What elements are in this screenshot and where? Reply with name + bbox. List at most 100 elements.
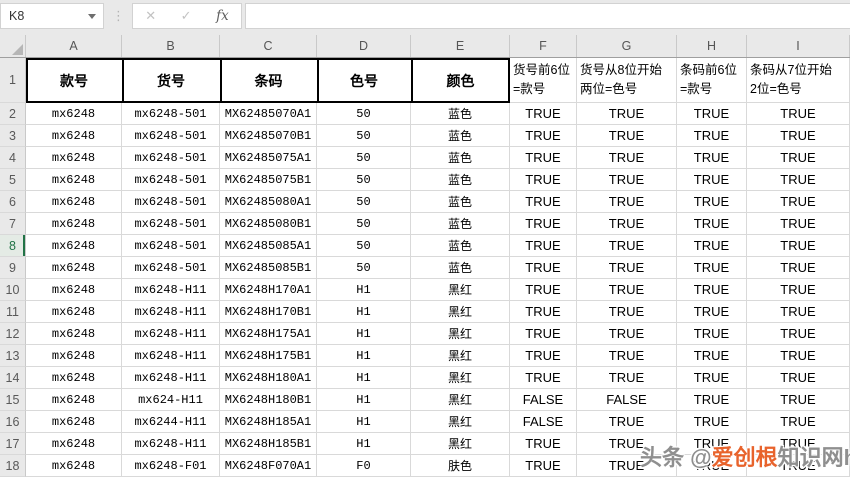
row-header[interactable]: 14: [0, 367, 26, 389]
header-cell-huohao[interactable]: 货号: [122, 58, 220, 103]
cell-color-name[interactable]: 肤色: [411, 455, 510, 477]
cell-color-no[interactable]: H1: [317, 433, 411, 455]
cell-style-no[interactable]: mx6248: [26, 169, 122, 191]
enter-icon[interactable]: ✓: [180, 8, 192, 23]
row-header[interactable]: 13: [0, 345, 26, 367]
cell-barcode[interactable]: MX62485080B1: [220, 213, 317, 235]
cell-item-no[interactable]: mx624-H11: [122, 389, 220, 411]
chevron-down-icon[interactable]: [88, 13, 96, 19]
column-header-e[interactable]: E: [411, 35, 510, 57]
name-box[interactable]: K8: [0, 3, 104, 29]
cell-color-name[interactable]: 蓝色: [411, 191, 510, 213]
cell-style-no[interactable]: mx6248: [26, 235, 122, 257]
column-header-f[interactable]: F: [510, 35, 577, 57]
cell-item-no[interactable]: mx6248-501: [122, 147, 220, 169]
cell-item-no[interactable]: mx6248-H11: [122, 433, 220, 455]
cell-item-no[interactable]: mx6248-H11: [122, 345, 220, 367]
cell-check-f[interactable]: TRUE: [510, 213, 577, 235]
header-cell-check-g[interactable]: 货号从8位开始 两位=色号: [577, 58, 677, 103]
cell-barcode[interactable]: MX62485085B1: [220, 257, 317, 279]
cell-color-no[interactable]: H1: [317, 301, 411, 323]
column-header-b[interactable]: B: [122, 35, 220, 57]
header-cell-check-h[interactable]: 条码前6位 =款号: [677, 58, 747, 103]
cell-barcode[interactable]: MX62485070B1: [220, 125, 317, 147]
insert-function-icon[interactable]: fx: [216, 8, 229, 24]
header-cell-check-i[interactable]: 条码从7位开始 2位=色号: [747, 58, 850, 103]
cell-color-no[interactable]: H1: [317, 389, 411, 411]
cell-check-h[interactable]: TRUE: [677, 455, 747, 477]
cell-color-name[interactable]: 蓝色: [411, 103, 510, 125]
cell-color-no[interactable]: 50: [317, 147, 411, 169]
cell-check-f[interactable]: TRUE: [510, 235, 577, 257]
cell-check-i[interactable]: TRUE: [747, 389, 850, 411]
cell-color-name[interactable]: 黑红: [411, 433, 510, 455]
column-header-h[interactable]: H: [677, 35, 747, 57]
cell-item-no[interactable]: mx6248-501: [122, 213, 220, 235]
cell-item-no[interactable]: mx6248-501: [122, 257, 220, 279]
cell-color-no[interactable]: 50: [317, 235, 411, 257]
cell-check-h[interactable]: TRUE: [677, 433, 747, 455]
cell-check-f[interactable]: TRUE: [510, 191, 577, 213]
cell-check-g[interactable]: TRUE: [577, 433, 677, 455]
cell-check-f[interactable]: TRUE: [510, 279, 577, 301]
formula-input[interactable]: [245, 3, 850, 29]
cell-check-g[interactable]: TRUE: [577, 323, 677, 345]
cell-style-no[interactable]: mx6248: [26, 279, 122, 301]
cell-check-g[interactable]: TRUE: [577, 455, 677, 477]
cell-check-g[interactable]: TRUE: [577, 169, 677, 191]
cell-check-h[interactable]: TRUE: [677, 191, 747, 213]
cell-check-i[interactable]: TRUE: [747, 411, 850, 433]
cell-color-name[interactable]: 黑红: [411, 323, 510, 345]
cell-check-f[interactable]: TRUE: [510, 367, 577, 389]
cell-barcode[interactable]: MX6248H170A1: [220, 279, 317, 301]
cancel-icon[interactable]: ✕: [145, 8, 157, 23]
row-header[interactable]: 10: [0, 279, 26, 301]
cell-color-name[interactable]: 黑红: [411, 345, 510, 367]
cell-check-h[interactable]: TRUE: [677, 367, 747, 389]
cell-check-i[interactable]: TRUE: [747, 345, 850, 367]
cell-check-i[interactable]: TRUE: [747, 191, 850, 213]
cell-check-h[interactable]: TRUE: [677, 323, 747, 345]
header-cell-tiaoma[interactable]: 条码: [220, 58, 317, 103]
cell-style-no[interactable]: mx6248: [26, 301, 122, 323]
row-header[interactable]: 1: [0, 58, 26, 103]
row-header[interactable]: 11: [0, 301, 26, 323]
cell-barcode[interactable]: MX62485075A1: [220, 147, 317, 169]
cell-check-g[interactable]: TRUE: [577, 103, 677, 125]
cell-item-no[interactable]: mx6248-501: [122, 125, 220, 147]
cell-item-no[interactable]: mx6248-H11: [122, 323, 220, 345]
cell-color-name[interactable]: 蓝色: [411, 169, 510, 191]
header-cell-sehao[interactable]: 色号: [317, 58, 411, 103]
cell-style-no[interactable]: mx6248: [26, 147, 122, 169]
cell-barcode[interactable]: MX6248H180A1: [220, 367, 317, 389]
cell-check-f[interactable]: TRUE: [510, 125, 577, 147]
cell-barcode[interactable]: MX6248H185A1: [220, 411, 317, 433]
cell-style-no[interactable]: mx6248: [26, 433, 122, 455]
cell-check-i[interactable]: TRUE: [747, 257, 850, 279]
cell-color-no[interactable]: H1: [317, 345, 411, 367]
cell-color-no[interactable]: 50: [317, 213, 411, 235]
cell-check-g[interactable]: TRUE: [577, 367, 677, 389]
cell-check-h[interactable]: TRUE: [677, 411, 747, 433]
column-header-c[interactable]: C: [220, 35, 317, 57]
cell-check-f[interactable]: TRUE: [510, 147, 577, 169]
cell-color-name[interactable]: 黑红: [411, 411, 510, 433]
header-cell-yanse[interactable]: 颜色: [411, 58, 510, 103]
cell-style-no[interactable]: mx6248: [26, 191, 122, 213]
cell-check-f[interactable]: TRUE: [510, 103, 577, 125]
cell-check-i[interactable]: TRUE: [747, 169, 850, 191]
cell-check-i[interactable]: TRUE: [747, 235, 850, 257]
cell-color-no[interactable]: 50: [317, 257, 411, 279]
cell-check-f[interactable]: TRUE: [510, 301, 577, 323]
row-header[interactable]: 7: [0, 213, 26, 235]
row-header[interactable]: 3: [0, 125, 26, 147]
cell-barcode[interactable]: MX6248H185B1: [220, 433, 317, 455]
cell-check-i[interactable]: TRUE: [747, 301, 850, 323]
cell-check-g[interactable]: TRUE: [577, 125, 677, 147]
cell-color-name[interactable]: 黑红: [411, 389, 510, 411]
cell-color-no[interactable]: 50: [317, 125, 411, 147]
cell-check-f[interactable]: TRUE: [510, 323, 577, 345]
column-header-d[interactable]: D: [317, 35, 411, 57]
cell-style-no[interactable]: mx6248: [26, 103, 122, 125]
row-header[interactable]: 18: [0, 455, 26, 477]
